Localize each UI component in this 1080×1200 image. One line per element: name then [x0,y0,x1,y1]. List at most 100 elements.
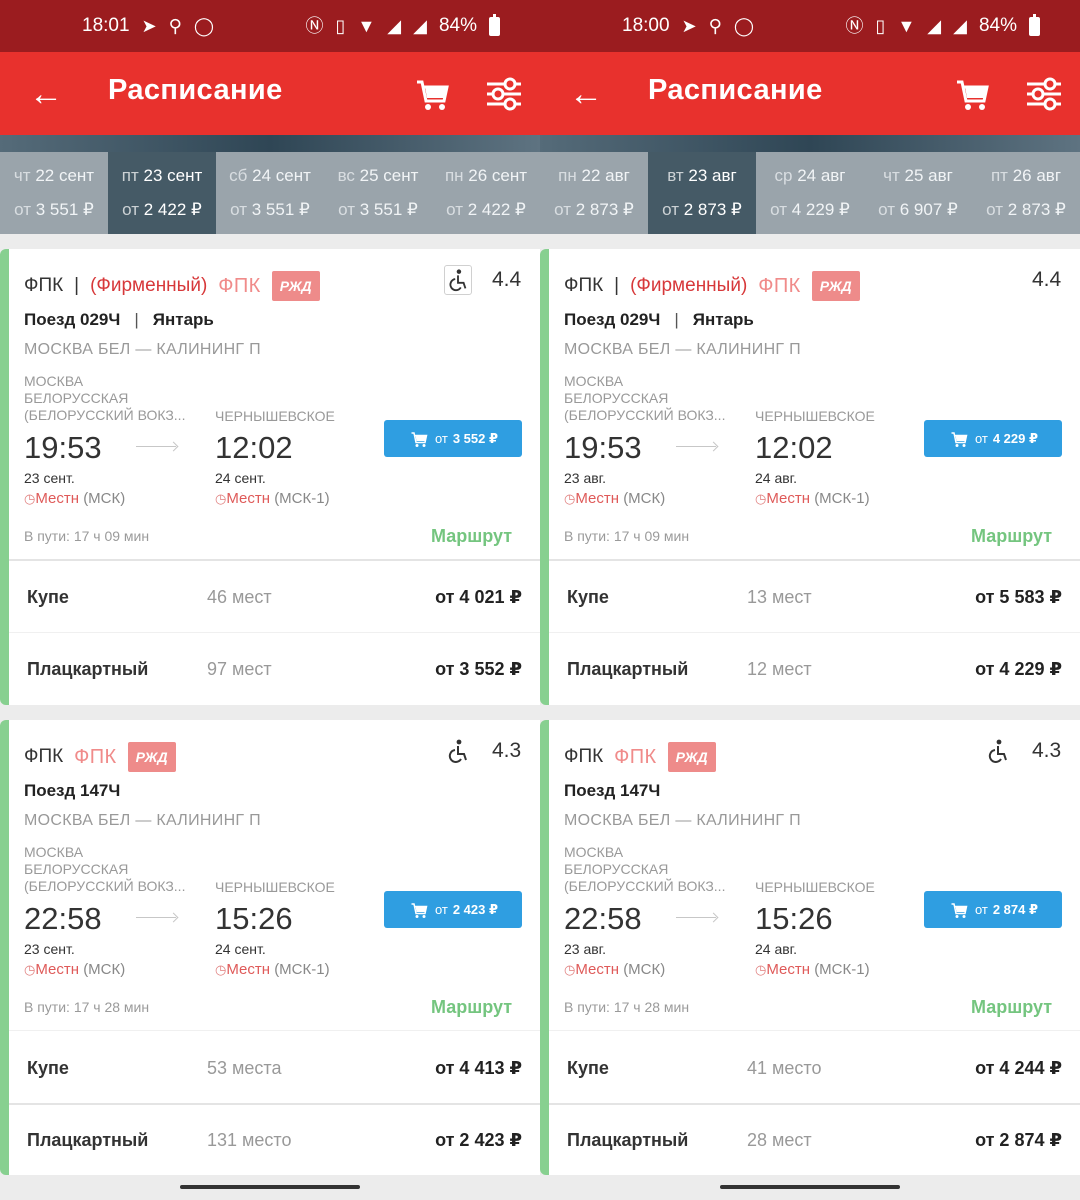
circle-icon: ◯ [733,16,754,36]
departure-station: МОСКВА БЕЛОРУССКАЯ (БЕЛОРУССКИЙ ВОКЗ... [24,373,186,423]
circle-icon: ◯ [193,16,214,36]
battery-icon [1029,13,1040,36]
route-link[interactable]: Маршрут [971,997,1053,1017]
divider [9,1103,540,1105]
train-card[interactable]: ФПК | (Фирменный) ФПК РЖД 4.4 Поезд 029Ч… [0,249,540,705]
panel-left: 18:01 ➤ ⚲ ◯ Ⓝ ▯ ▼ ◢ ◢ 84% ← Расписание [0,0,540,1200]
home-indicator[interactable] [720,1185,900,1189]
route-link[interactable]: Маршрут [431,526,513,546]
train-title: Поезд 147Ч [564,781,660,801]
status-time: 18:01 [82,15,130,36]
rating: 4.3 [1032,739,1062,762]
route-link[interactable]: Маршрут [971,526,1053,546]
telegram-icon: ➤ [681,16,697,36]
location-icon: ⚲ [168,16,182,36]
fpk-logo: ФПК [74,745,117,768]
cart-icon[interactable] [412,74,452,114]
cart-icon[interactable] [952,74,992,114]
buy-ticket-button[interactable]: от 4 229 ₽ [924,420,1062,457]
operator-row: ФПК | (Фирменный) ФПК РЖД [24,271,320,301]
route-text: МОСКВА БЕЛ — КАЛИНИНГ П [564,812,801,829]
operator-row: ФПК ФПК РЖД [24,742,176,772]
panel-right: 18:00 ➤ ⚲ ◯ Ⓝ ▯ ▼ ◢ ◢ 84% ← Расписание [540,0,1080,1200]
date-tab[interactable]: пн 22 авг от 2 873 ₽ [540,152,648,234]
buy-ticket-button[interactable]: от 2 423 ₽ [384,891,522,928]
departure-local-time: ◷Местн (МСК) [24,961,126,978]
home-indicator[interactable] [180,1185,360,1189]
date-tab[interactable]: пн 26 сент от 2 422 ₽ [432,152,540,234]
seat-class-row[interactable]: Плацкартный 97 мест от 3 552 ₽ [27,658,522,679]
signal-icon: ◢ [953,16,967,36]
train-card[interactable]: ФПК | (Фирменный) ФПК РЖД 4.4 Поезд 029Ч… [540,249,1080,705]
date-tab[interactable]: ср 24 авг от 4 229 ₽ [756,152,864,234]
route-link[interactable]: Маршрут [431,997,513,1017]
date-tab-selected[interactable]: пт 23 сент от 2 422 ₽ [108,152,216,234]
battery-icon [489,13,500,36]
divider [549,559,1080,561]
train-title: Поезд 029Ч | Янтарь [24,310,214,330]
arrival-date: 24 сент. [215,470,266,486]
arrow-right-icon [136,446,176,447]
date-tab[interactable]: сб 24 сент от 3 551 ₽ [216,152,324,234]
header-strip [540,135,1080,152]
back-arrow-icon[interactable]: ← [569,75,603,113]
arrival-time: 12:02 [755,430,833,465]
date-tab[interactable]: чт 25 авг от 6 907 ₽ [864,152,972,234]
vibrate-icon: ▯ [875,16,886,36]
divider [9,559,540,561]
back-arrow-icon[interactable]: ← [29,75,63,113]
status-bar: 18:00 ➤ ⚲ ◯ Ⓝ ▯ ▼ ◢ ◢ 84% [540,0,1080,52]
rating: 4.4 [492,268,522,291]
buy-ticket-button[interactable]: от 3 552 ₽ [384,420,522,457]
clock-icon: ◷ [755,491,767,506]
rzd-logo: РЖД [127,742,176,772]
route-text: МОСКВА БЕЛ — КАЛИНИНГ П [24,341,261,358]
divider [9,1030,540,1031]
seat-class-row[interactable]: Плацкартный 131 место от 2 423 ₽ [27,1129,522,1150]
departure-time: 19:53 [24,430,102,465]
seat-class-row[interactable]: Купе 41 место от 4 244 ₽ [567,1057,1062,1078]
filter-icon[interactable] [1024,74,1064,114]
train-number: Поезд 029Ч [564,310,661,329]
date-tab[interactable]: вс 25 сент от 3 551 ₽ [324,152,432,234]
seat-class-row[interactable]: Купе 13 мест от 5 583 ₽ [567,586,1062,607]
travel-time: В пути: 17 ч 09 мин [564,528,690,544]
cart-icon [951,431,968,447]
train-name: Янтарь [152,310,214,329]
departure-local-time: ◷Местн (МСК) [24,490,126,507]
departure-time: 22:58 [24,901,102,936]
filter-icon[interactable] [484,74,524,114]
rzd-logo: РЖД [271,271,320,301]
firm-label: (Фирменный) [90,275,208,296]
arrival-time: 12:02 [215,430,293,465]
rzd-logo: РЖД [667,742,716,772]
date-tab[interactable]: пт 26 авг от 2 873 ₽ [972,152,1080,234]
seat-class-row[interactable]: Купе 53 места от 4 413 ₽ [27,1057,522,1078]
departure-local-time: ◷Местн (МСК) [564,490,666,507]
route-text: МОСКВА БЕЛ — КАЛИНИНГ П [24,812,261,829]
buy-ticket-button[interactable]: от 2 874 ₽ [924,891,1062,928]
divider [549,1030,1080,1031]
wheelchair-icon [444,265,472,295]
telegram-icon: ➤ [141,16,157,36]
departure-station: МОСКВА БЕЛОРУССКАЯ (БЕЛОРУССКИЙ ВОКЗ... [564,844,726,894]
status-time: 18:00 [622,15,670,36]
seat-class-row[interactable]: Купе 46 мест от 4 021 ₽ [27,586,522,607]
fpk-logo: ФПК [614,745,657,768]
arrival-local-time: ◷Местн (МСК-1) [755,961,870,978]
seat-class-row[interactable]: Плацкартный 28 мест от 2 874 ₽ [567,1129,1062,1150]
date-tab[interactable]: чт 22 сент от 3 551 ₽ [0,152,108,234]
location-icon: ⚲ [708,16,722,36]
train-card[interactable]: ФПК ФПК РЖД 4.3 Поезд 147Ч МОСКВА БЕЛ — … [540,720,1080,1175]
clock-icon: ◷ [215,491,227,506]
seat-class-row[interactable]: Плацкартный 12 мест от 4 229 ₽ [567,658,1062,679]
divider [549,632,1080,633]
arrival-local-time: ◷Местн (МСК-1) [215,490,330,507]
train-card[interactable]: ФПК ФПК РЖД 4.3 Поезд 147Ч МОСКВА БЕЛ — … [0,720,540,1175]
divider [9,632,540,633]
departure-date: 23 сент. [24,941,75,957]
travel-time: В пути: 17 ч 09 мин [24,528,150,544]
signal-icon: ◢ [413,16,427,36]
date-tab-selected[interactable]: вт 23 авг от 2 873 ₽ [648,152,756,234]
train-separator: | [674,310,679,329]
